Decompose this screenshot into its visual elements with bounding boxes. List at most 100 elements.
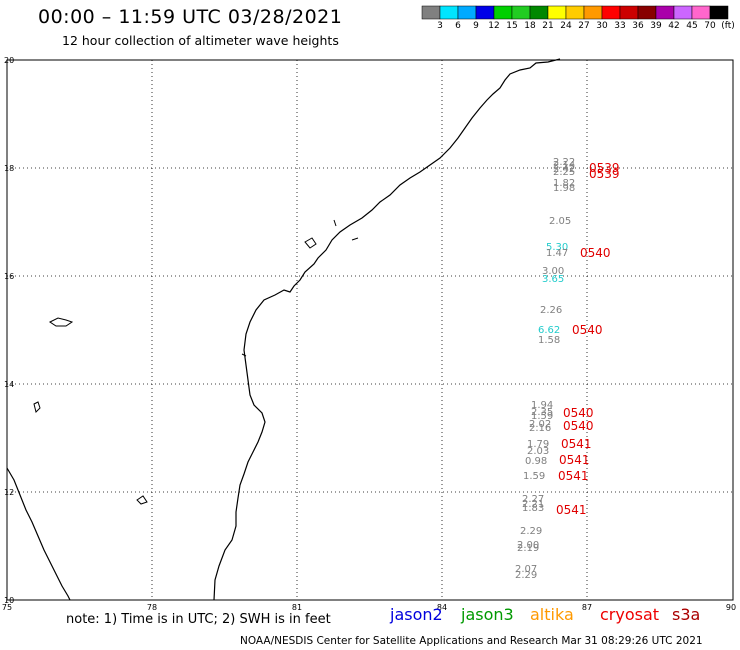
pass-time-label: 0541 xyxy=(558,469,589,483)
colorbar-swatch xyxy=(529,5,549,20)
colorbar-label: 24 xyxy=(560,21,572,31)
island xyxy=(49,317,74,327)
x-tick-label: 75 xyxy=(2,603,12,612)
colorbar-swatch xyxy=(601,5,621,20)
colorbar-label: 21 xyxy=(542,21,554,31)
wave-height-value: 2.21 xyxy=(522,499,544,510)
pass-time-label: 0540 xyxy=(572,323,603,337)
wave-height-value: 2.26 xyxy=(540,305,562,316)
y-tick-label: 10 xyxy=(4,596,14,605)
satellite-legend-jason2: jason2 xyxy=(390,605,443,624)
colorbar-label: 70 xyxy=(704,21,716,31)
wave-height-value: 2.02 xyxy=(529,419,551,430)
colorbar-swatch xyxy=(565,5,585,20)
wave-height-value: 1.59 xyxy=(523,471,545,482)
colorbar-swatch xyxy=(421,5,441,20)
pass-time-label: 0540 xyxy=(563,406,594,420)
colorbar-swatch xyxy=(655,5,675,20)
satellite-legend-cryosat: cryosat xyxy=(600,605,660,624)
coastline-east xyxy=(213,58,561,601)
island xyxy=(33,401,41,413)
colorbar-label: 36 xyxy=(632,21,644,31)
colorbar-swatch xyxy=(457,5,477,20)
x-tick-label: 87 xyxy=(582,603,592,612)
axis-ticks: 75 78 81 84 87 90 20 18 16 14 12 10 xyxy=(2,56,736,612)
wave-height-value: 1.98 xyxy=(553,183,575,194)
colorbar-label: 33 xyxy=(614,21,626,31)
colorbar-label: 12 xyxy=(488,21,500,31)
wave-height-value: 2.22 xyxy=(553,157,575,168)
map-frame xyxy=(6,59,734,601)
wave-height-value: 2.00 xyxy=(517,540,539,551)
colorbar-swatch xyxy=(691,5,711,20)
island xyxy=(351,237,359,241)
island xyxy=(241,353,247,357)
colorbar-swatch xyxy=(673,5,693,20)
wave-height-value: 2.07 xyxy=(515,564,537,575)
wave-height-value: 2.35 xyxy=(531,407,553,418)
satellite-legend-altika: altika xyxy=(530,605,574,624)
wave-height-value: 3.00 xyxy=(542,266,564,277)
colorbar-swatch xyxy=(475,5,495,20)
wave-height-value: 6.62 xyxy=(538,325,560,336)
wave-height-value: 1.94 xyxy=(531,400,553,411)
wave-height-value: 1.59 xyxy=(531,411,553,422)
colorbar-swatch xyxy=(439,5,459,20)
y-tick-label: 18 xyxy=(4,164,14,173)
colorbar-label: 6 xyxy=(455,21,461,31)
wave-height-value: 2.19 xyxy=(517,543,539,554)
footer-credit: NOAA/NESDIS Center for Satellite Applica… xyxy=(240,635,703,647)
colorbar-swatch xyxy=(619,5,639,20)
wave-height-value: 0.98 xyxy=(525,456,547,467)
colorbar-label: 45 xyxy=(686,21,698,31)
colorbar xyxy=(421,5,729,20)
wave-height-value: 2.14 xyxy=(553,160,575,171)
colorbar-label: 9 xyxy=(473,21,479,31)
wave-height-value: 2.42 xyxy=(553,164,575,175)
colorbar-label: 18 xyxy=(524,21,536,31)
coastline-west xyxy=(6,467,71,601)
wave-height-value: 2.29 xyxy=(515,570,537,581)
island xyxy=(304,237,317,249)
grid-lines xyxy=(7,60,733,600)
colorbar-swatch xyxy=(637,5,657,20)
wave-height-value: 1.82 xyxy=(553,178,575,189)
x-tick-label: 78 xyxy=(147,603,157,612)
colorbar-label: 27 xyxy=(578,21,590,31)
x-tick-label: 90 xyxy=(726,603,736,612)
colorbar-swatch xyxy=(583,5,603,20)
pass-time-label: 0541 xyxy=(556,503,587,517)
footer-note: note: 1) Time is in UTC; 2) SWH is in fe… xyxy=(66,612,331,627)
wave-height-value: 1.47 xyxy=(546,248,568,259)
wave-height-value: 2.05 xyxy=(549,216,571,227)
colorbar-swatch xyxy=(709,5,729,20)
y-tick-label: 20 xyxy=(4,56,14,65)
colorbar-label: 39 xyxy=(650,21,662,31)
colorbar-swatch xyxy=(511,5,531,20)
y-tick-label: 16 xyxy=(4,272,14,281)
pass-time-label: 0540 xyxy=(563,419,594,433)
wave-height-value: 2.16 xyxy=(529,423,551,434)
wave-height-value: 5.30 xyxy=(546,242,568,253)
wave-height-value: 2.25 xyxy=(553,167,575,178)
wave-height-value: 1.79 xyxy=(527,439,549,450)
colorbar-label: 3 xyxy=(437,21,443,31)
colorbar-swatch xyxy=(547,5,567,20)
y-tick-label: 12 xyxy=(4,488,14,497)
pass-time-label: 0539 xyxy=(589,167,620,181)
wave-height-value: 2.29 xyxy=(520,526,542,537)
wave-height-value: 1.83 xyxy=(522,503,544,514)
colorbar-label: (ft) xyxy=(721,21,735,31)
pass-time-label: 0540 xyxy=(580,246,611,260)
page-subtitle: 12 hour collection of altimeter wave hei… xyxy=(62,33,339,48)
x-tick-label: 84 xyxy=(437,603,447,612)
colorbar-label: 30 xyxy=(596,21,608,31)
colorbar-label: 42 xyxy=(668,21,680,31)
y-tick-label: 14 xyxy=(4,380,14,389)
colorbar-label: 15 xyxy=(506,21,518,31)
satellite-legend-jason3: jason3 xyxy=(461,605,514,624)
wave-height-value: 2.03 xyxy=(527,446,549,457)
colorbar-swatch xyxy=(493,5,513,20)
